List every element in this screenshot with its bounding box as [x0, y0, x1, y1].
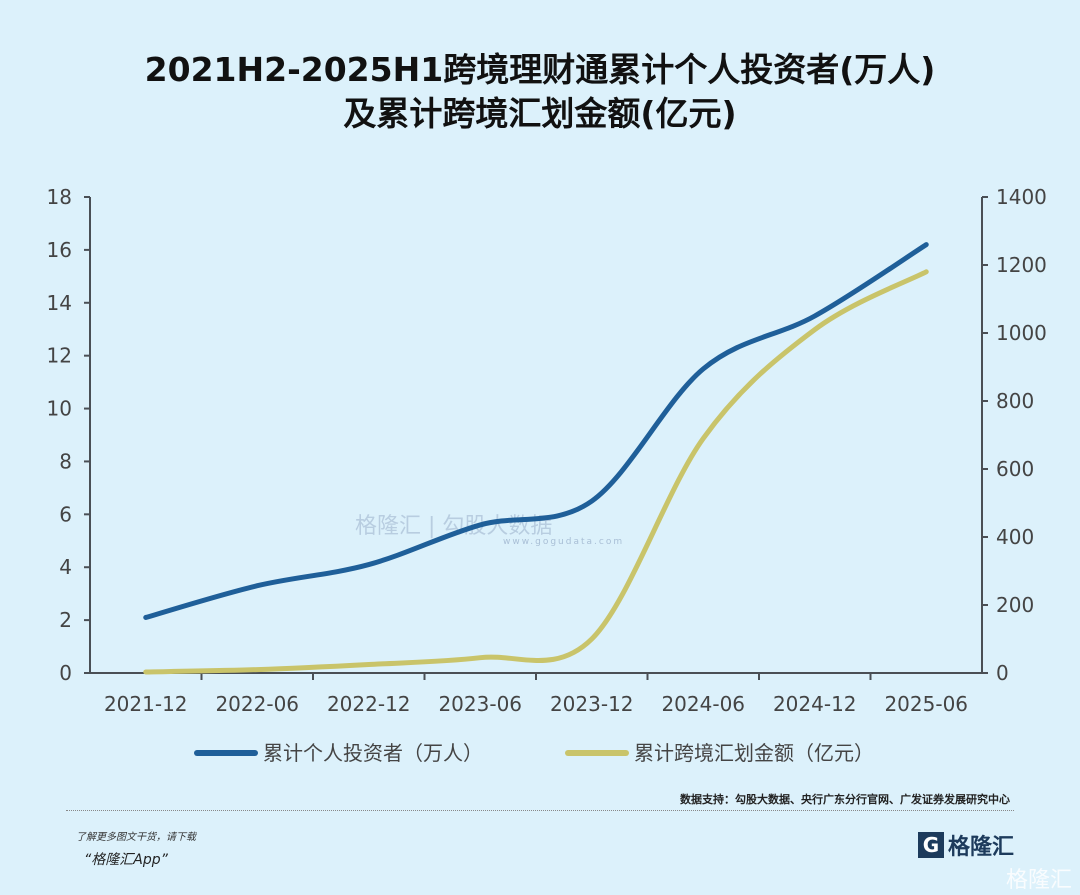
divider: [66, 810, 1014, 811]
x-tick-label: 2024-06: [661, 692, 745, 716]
download-note: 了解更多图文干货，请下载: [76, 832, 196, 843]
right-tick-label: 1000: [996, 321, 1047, 345]
right-tick-label: 0: [996, 661, 1009, 685]
legend-label-2: 累计跨境汇划金额（亿元）: [634, 741, 874, 765]
x-tick-label: 2021-12: [104, 692, 188, 716]
watermark: 格隆汇: [1005, 868, 1072, 893]
x-tick-label: 2023-12: [550, 692, 634, 716]
right-tick-label: 1200: [996, 253, 1047, 277]
left-tick-label: 10: [47, 397, 72, 421]
left-tick-label: 18: [47, 185, 72, 209]
x-tick-label: 2025-06: [884, 692, 968, 716]
left-tick-label: 8: [59, 449, 72, 473]
x-tick-label: 2022-12: [327, 692, 411, 716]
logo-icon: G: [917, 832, 944, 858]
right-tick-label: 200: [996, 593, 1034, 617]
title-line-1: 2021H2-2025H1跨境理财通累计个人投资者(万人): [144, 50, 936, 89]
right-tick-label: 600: [996, 457, 1034, 481]
data-source: 数据支持：勾股大数据、央行广东分行官网、广发证券发展研究中心: [680, 793, 1010, 806]
left-tick-label: 6: [59, 502, 72, 526]
logo: G 格隆汇: [917, 829, 1014, 861]
series-line-2: [143, 269, 929, 675]
app-name: “格隆汇App”: [84, 852, 168, 868]
x-tick-label: 2023-06: [438, 692, 522, 716]
left-tick-label: 16: [47, 238, 72, 262]
right-tick-label: 1400: [996, 185, 1047, 209]
left-tick-label: 4: [59, 555, 72, 579]
x-tick-label: 2022-06: [215, 692, 299, 716]
series-line-1: [143, 242, 929, 620]
logo-text: 格隆汇: [947, 835, 1014, 860]
left-tick-label: 12: [47, 344, 72, 368]
right-tick-label: 800: [996, 389, 1034, 413]
right-tick-label: 400: [996, 525, 1034, 549]
left-tick-label: 14: [47, 291, 72, 315]
legend-label-1: 累计个人投资者（万人）: [263, 741, 483, 765]
title-line-2: 及累计跨境汇划金额(亿元): [343, 94, 737, 133]
center-watermark-url: www.gogudata.com: [503, 537, 625, 547]
left-tick-label: 2: [59, 608, 72, 632]
x-tick-label: 2024-12: [773, 692, 857, 716]
chart-title: 2021H2-2025H1跨境理财通累计个人投资者(万人) 及累计跨境汇划金额(…: [0, 48, 1080, 136]
left-tick-label: 0: [59, 661, 72, 685]
